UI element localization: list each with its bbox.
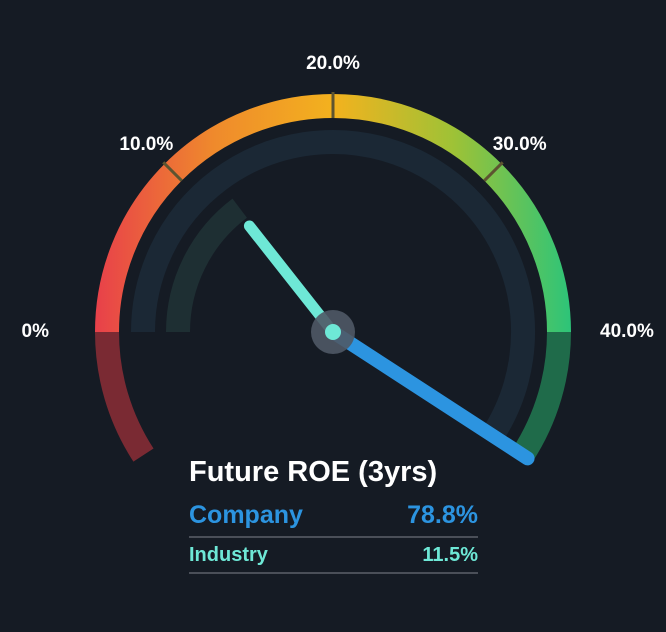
industry-track: [166, 198, 248, 333]
tick-label: 20.0%: [306, 53, 360, 74]
industry-value: 11.5%: [422, 543, 478, 566]
tick-label: 10.0%: [119, 134, 174, 156]
below-range-zone: [95, 331, 154, 462]
company-needle: [326, 325, 535, 466]
legend-row-industry: Industry 11.5%: [189, 538, 478, 574]
gauge-track: [131, 130, 535, 442]
gauge-needles: [243, 220, 535, 466]
gauge-ticks: [162, 92, 504, 182]
above-range-zone: [512, 331, 571, 462]
gauge-hub-center: [325, 324, 341, 340]
tick-mark: [162, 161, 183, 182]
company-label: Company: [189, 500, 303, 529]
company-value: 78.8%: [407, 500, 478, 529]
outer-track: [131, 130, 535, 442]
legend-row-company: Company 78.8%: [189, 494, 478, 538]
tick-label: 30.0%: [492, 134, 547, 156]
tick-label: 0%: [21, 321, 49, 342]
chart-title: Future ROE (3yrs): [189, 456, 438, 488]
gauge-zones: [95, 331, 571, 462]
tick-label: 40.0%: [600, 321, 654, 342]
industry-label: Industry: [189, 543, 268, 566]
tick-mark: [483, 161, 504, 182]
legend: Future ROE (3yrs) Company 78.8% Industry…: [189, 450, 478, 574]
industry-needle: [243, 220, 339, 338]
